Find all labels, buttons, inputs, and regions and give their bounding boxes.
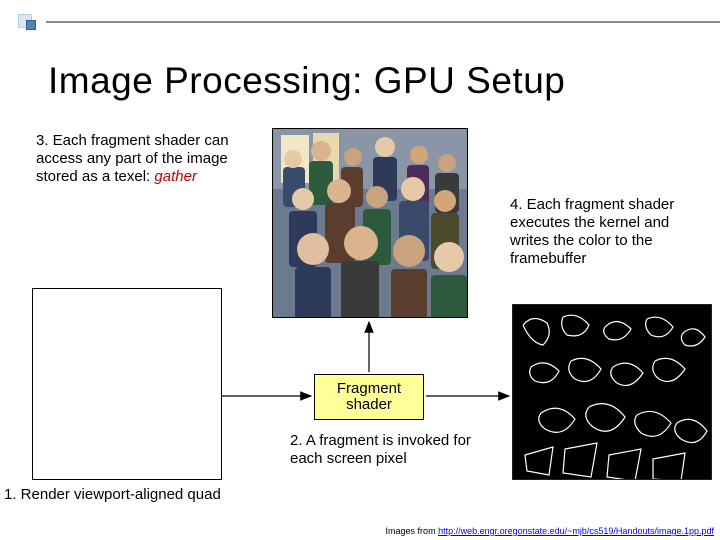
footer-credit: Images from http://web.engr.oregonstate.…	[386, 526, 714, 536]
caption-3-emphasis: gather	[154, 168, 197, 185]
fragment-shader-label: Fragment shader	[315, 381, 423, 414]
caption-3-text: 3. Each fragment shader can access any p…	[36, 132, 229, 185]
deco-rule	[46, 21, 720, 23]
slide-bullet-deco	[18, 12, 138, 32]
caption-step-1: 1. Render viewport-aligned quad	[4, 486, 221, 503]
footer-prefix: Images from	[386, 526, 439, 536]
crowd-photo-svg	[273, 129, 468, 318]
slide-title: Image Processing: GPU Setup	[48, 60, 565, 102]
footer-link[interactable]: http://web.engr.oregonstate.edu/~mjb/cs5…	[438, 526, 714, 536]
input-image-photo	[272, 128, 468, 318]
deco-square-dark	[26, 20, 36, 30]
fragment-shader-box: Fragment shader	[314, 374, 424, 420]
viewport-quad-box	[32, 288, 222, 480]
caption-step-2: 2. A fragment is invoked for each screen…	[290, 432, 500, 468]
output-framebuffer-box	[512, 304, 712, 480]
caption-step-3: 3. Each fragment shader can access any p…	[36, 132, 246, 186]
edge-output-svg	[513, 305, 712, 480]
caption-step-4: 4. Each fragment shader executes the ker…	[510, 196, 710, 268]
